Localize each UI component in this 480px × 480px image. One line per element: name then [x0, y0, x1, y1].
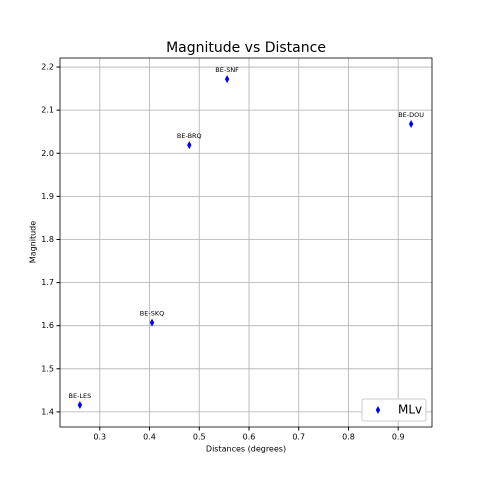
- point-label: BE-BRQ: [177, 132, 202, 140]
- y-tick-label: 2.2: [41, 63, 54, 72]
- x-tick-label: 0.8: [342, 433, 355, 442]
- y-tick-label: 1.7: [41, 278, 54, 287]
- y-tick-label: 1.5: [41, 364, 54, 373]
- x-tick-label: 0.6: [243, 433, 256, 442]
- point: [224, 75, 230, 84]
- legend-marker: [375, 406, 381, 414]
- y-axis-label: Magnitude: [29, 221, 38, 263]
- y-tick-label: 2.0: [41, 149, 54, 158]
- point: [77, 401, 83, 410]
- point-label: BE-SKQ: [140, 310, 164, 318]
- x-tick-label: 0.9: [392, 433, 405, 442]
- plot-frame: [59, 57, 433, 428]
- y-tick-label: 1.4: [41, 407, 54, 416]
- x-axis-label: Distances (degrees): [206, 445, 286, 454]
- point: [149, 318, 155, 327]
- x-tick-label: 0.4: [143, 433, 156, 442]
- x-tick-label: 0.7: [292, 433, 305, 442]
- y-tick-label: 2.1: [41, 106, 54, 115]
- point-label: BE-LES: [69, 392, 92, 400]
- x-tick-label: 0.3: [93, 433, 106, 442]
- y-tick-label: 1.9: [41, 192, 54, 201]
- x-tick-label: 0.5: [193, 433, 206, 442]
- point: [187, 141, 192, 150]
- y-tick-label: 1.6: [41, 321, 54, 330]
- legend-label: MLv: [398, 403, 422, 417]
- point-label: BE-DOU: [398, 111, 424, 119]
- y-tick-label: 1.8: [41, 235, 54, 244]
- chart-title: Magnitude vs Distance: [166, 40, 326, 56]
- point: [408, 119, 414, 128]
- legend-box: [361, 398, 427, 422]
- point-label: BE-SNF: [215, 66, 239, 74]
